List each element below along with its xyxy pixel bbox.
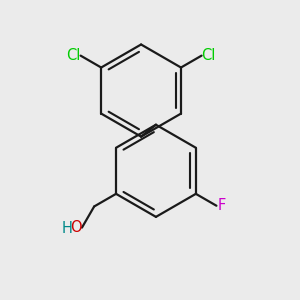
Text: H: H xyxy=(61,221,73,236)
Text: Cl: Cl xyxy=(66,48,81,63)
Text: Cl: Cl xyxy=(202,48,216,63)
Text: O: O xyxy=(70,220,81,235)
Text: F: F xyxy=(218,198,226,213)
